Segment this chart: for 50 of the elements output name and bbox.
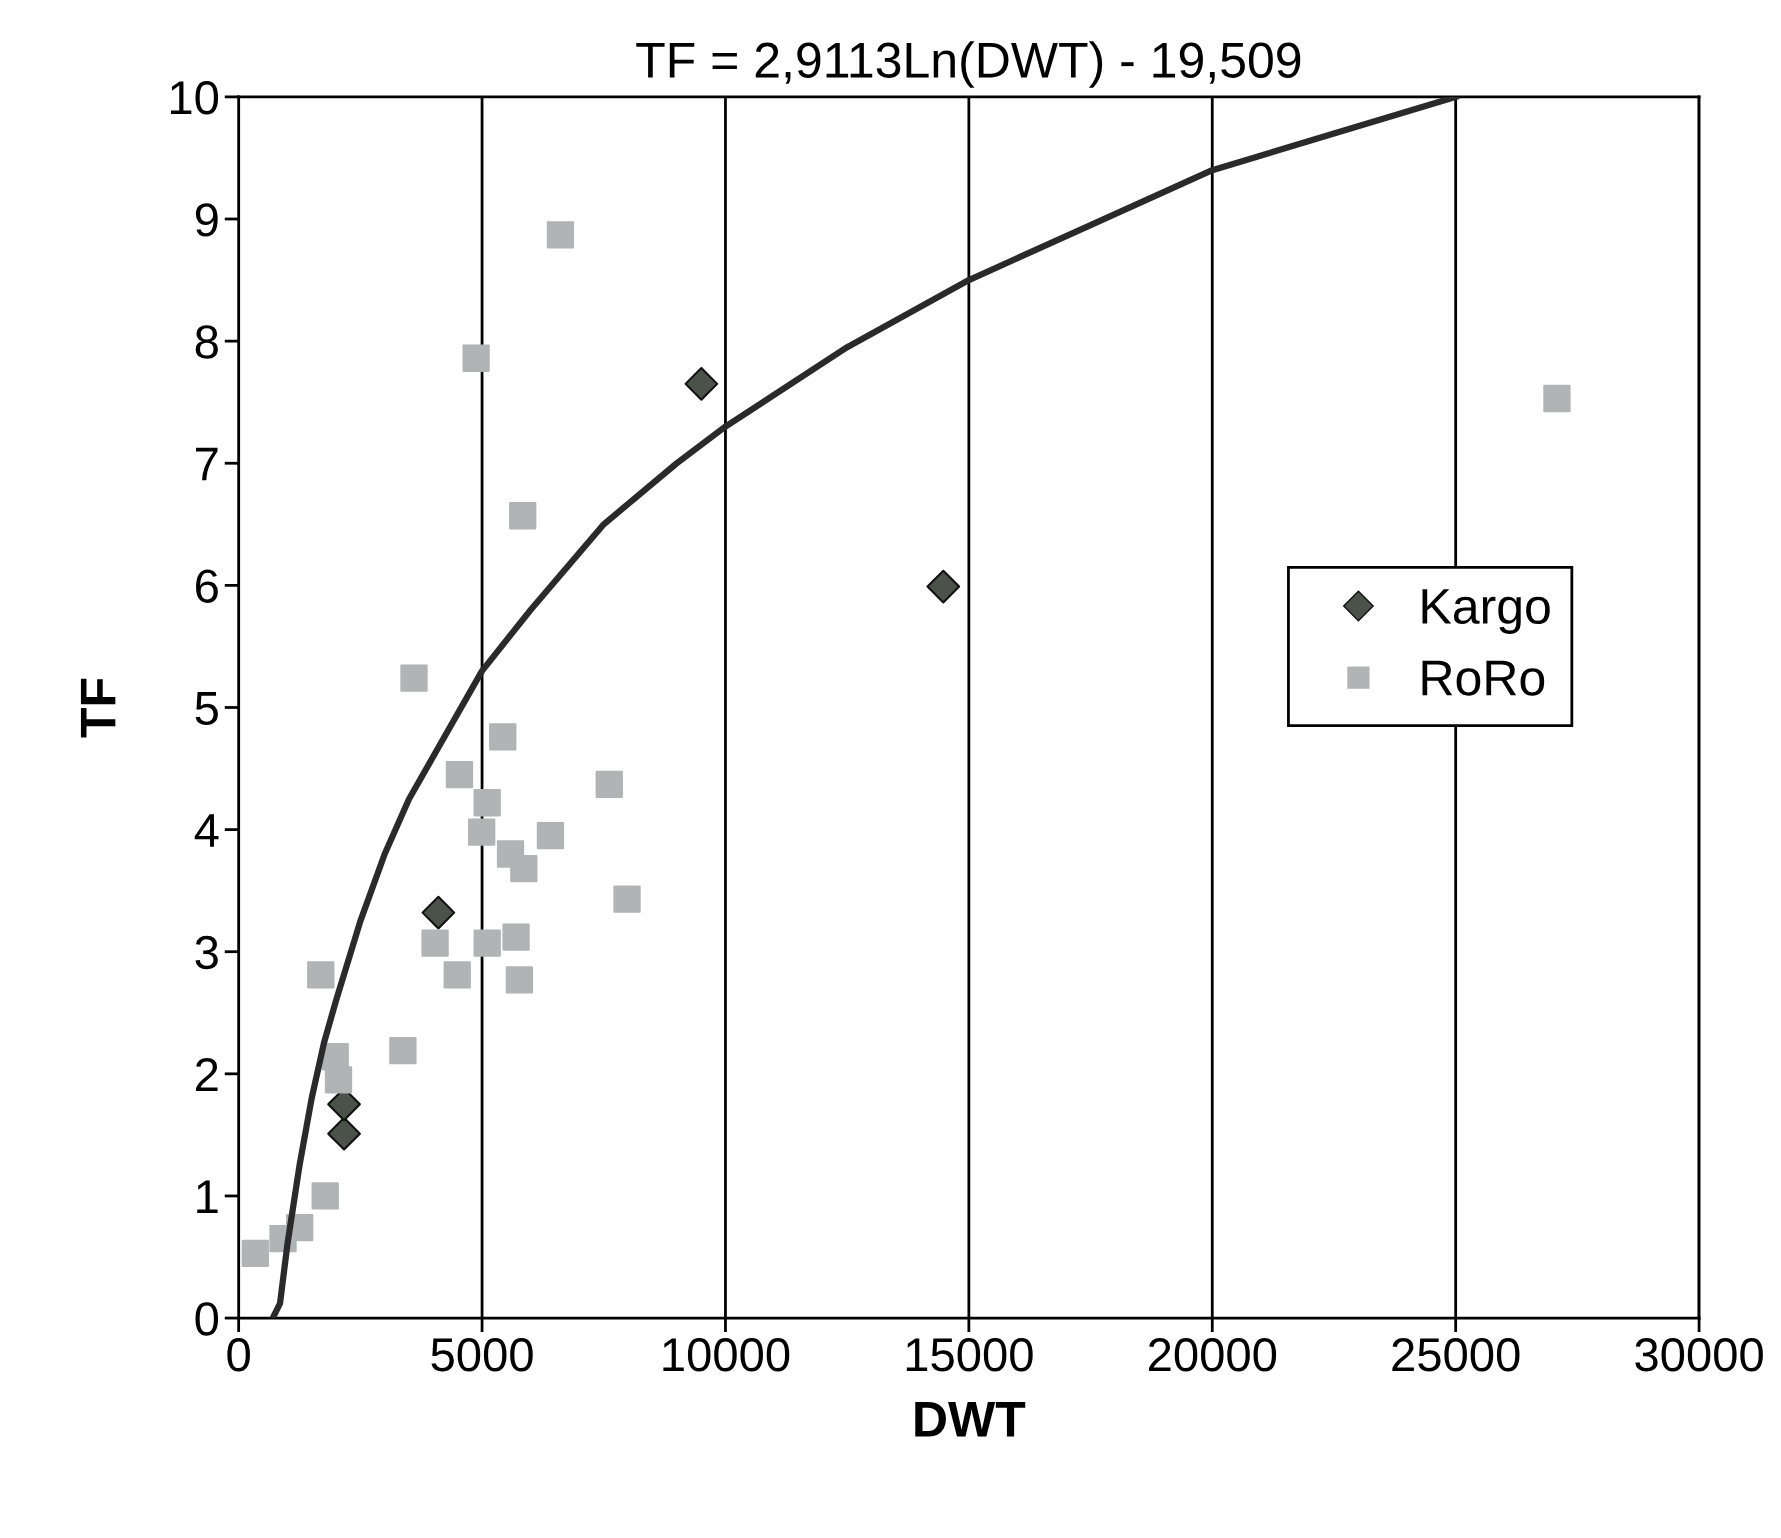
point — [324, 1066, 353, 1094]
y-tick-label: 9 — [195, 203, 218, 237]
chart-title: TF = 2,9113Ln(DWT) - 19,509 — [636, 41, 1301, 88]
point — [443, 961, 471, 989]
x-tick-label: 20000 — [1148, 1338, 1277, 1372]
y-tick-label: 0 — [195, 1302, 219, 1336]
y-tick-label: 5 — [195, 692, 218, 726]
legend-label: Kargo — [1422, 589, 1550, 634]
x-tick-label: 0 — [227, 1338, 250, 1372]
legend-label: RoRo — [1422, 660, 1545, 696]
x-tick-label: 25000 — [1392, 1338, 1520, 1372]
point — [327, 1116, 361, 1151]
point — [400, 664, 428, 692]
point — [311, 1182, 339, 1210]
point — [684, 366, 719, 401]
point — [510, 855, 538, 883]
x-tick-label: 10000 — [663, 1338, 790, 1372]
point — [473, 929, 501, 957]
y-tick-label: 8 — [195, 325, 218, 359]
point — [421, 929, 449, 957]
x-tick-label: 5000 — [431, 1338, 533, 1372]
y-tick-label: 6 — [196, 569, 218, 603]
point — [613, 885, 641, 913]
y-tick-label: 4 — [194, 814, 219, 847]
point — [473, 789, 501, 817]
y-tick-label: 7 — [196, 447, 218, 481]
x-tick-label: 30000 — [1635, 1338, 1763, 1372]
point — [536, 822, 565, 850]
point — [505, 966, 534, 994]
point — [307, 961, 335, 989]
point — [489, 723, 517, 751]
y-axis-title: TF — [80, 678, 116, 738]
point — [445, 760, 474, 789]
y-tick-label: 3 — [195, 935, 218, 970]
point — [546, 221, 575, 249]
point — [926, 569, 961, 604]
point — [462, 344, 490, 372]
point — [1543, 384, 1571, 413]
point — [421, 895, 456, 930]
point — [502, 923, 530, 951]
point — [241, 1239, 269, 1267]
y-tick-label: 10 — [170, 81, 219, 115]
y-tick-label: 1 — [197, 1180, 218, 1214]
point — [509, 502, 537, 530]
point — [595, 770, 623, 799]
y-tick-label: 2 — [196, 1057, 218, 1091]
x-axis-title: DWT — [915, 1402, 1026, 1437]
x-tick-label: 15000 — [906, 1338, 1033, 1372]
point — [389, 1036, 417, 1065]
point — [468, 818, 496, 846]
